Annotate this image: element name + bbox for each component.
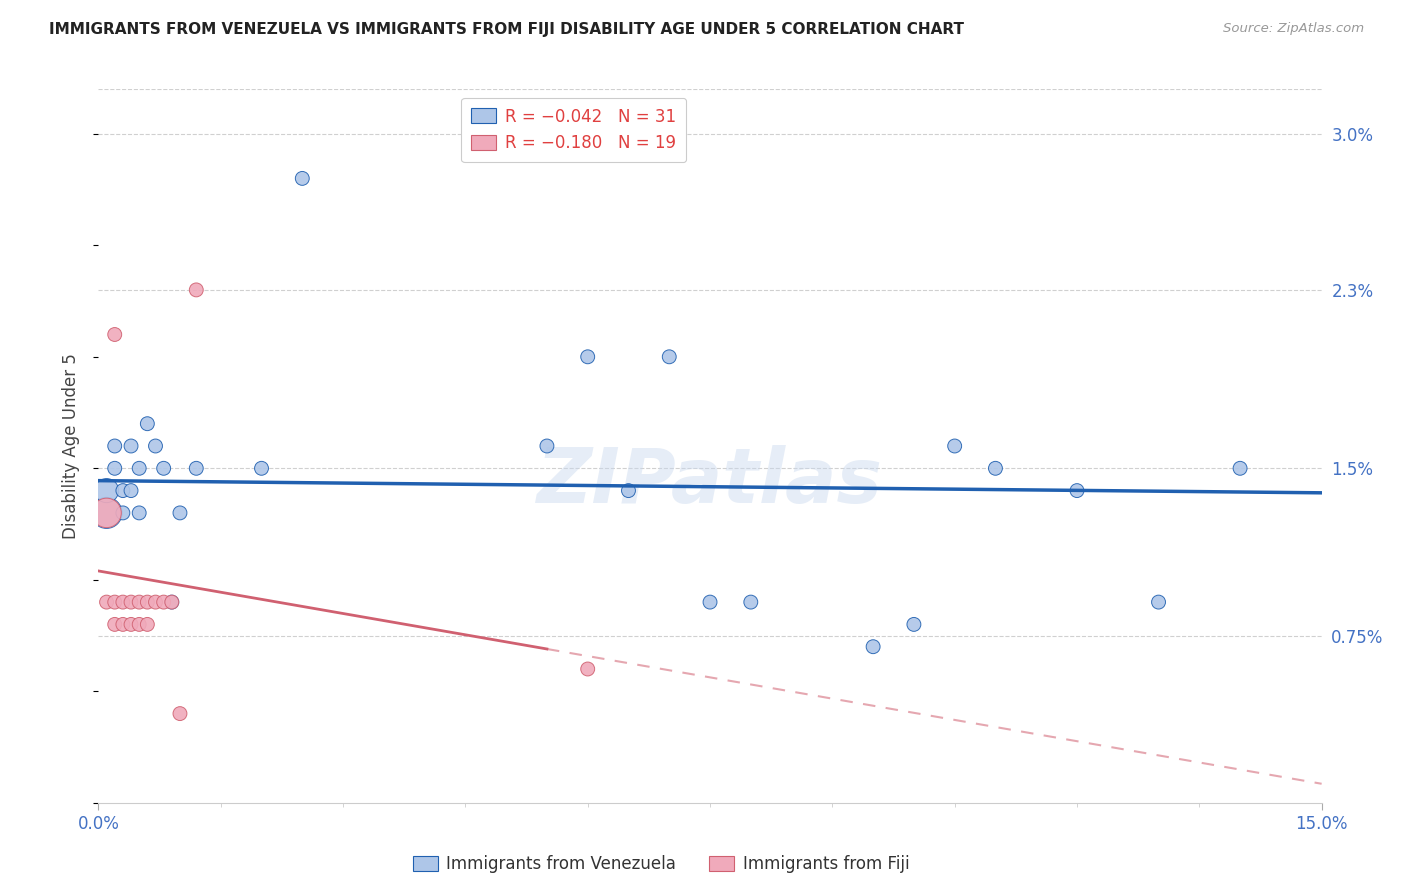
Point bbox=[136, 617, 159, 632]
Point bbox=[1147, 595, 1170, 609]
Point bbox=[152, 595, 174, 609]
Point bbox=[658, 350, 681, 364]
Point bbox=[186, 283, 208, 297]
Text: Source: ZipAtlas.com: Source: ZipAtlas.com bbox=[1223, 22, 1364, 36]
Point bbox=[1066, 483, 1088, 498]
Point bbox=[128, 506, 150, 520]
Point bbox=[160, 595, 183, 609]
Point bbox=[128, 617, 150, 632]
Point bbox=[984, 461, 1007, 475]
Point bbox=[104, 617, 127, 632]
Point bbox=[1229, 461, 1251, 475]
Point bbox=[862, 640, 884, 654]
Point bbox=[104, 439, 127, 453]
Point bbox=[136, 417, 159, 431]
Point bbox=[160, 595, 183, 609]
Point bbox=[96, 506, 118, 520]
Point bbox=[111, 506, 134, 520]
Point bbox=[740, 595, 762, 609]
Point bbox=[136, 595, 159, 609]
Point bbox=[699, 595, 721, 609]
Point bbox=[96, 595, 118, 609]
Point bbox=[128, 595, 150, 609]
Point bbox=[152, 461, 174, 475]
Point bbox=[111, 617, 134, 632]
Point bbox=[617, 483, 640, 498]
Point bbox=[536, 439, 558, 453]
Point bbox=[186, 461, 208, 475]
Text: ZIPatlas: ZIPatlas bbox=[537, 445, 883, 518]
Point bbox=[291, 171, 314, 186]
Point bbox=[120, 595, 142, 609]
Point bbox=[96, 483, 118, 498]
Point bbox=[903, 617, 925, 632]
Point bbox=[104, 595, 127, 609]
Point bbox=[250, 461, 273, 475]
Point bbox=[169, 506, 191, 520]
Point bbox=[104, 327, 127, 342]
Text: IMMIGRANTS FROM VENEZUELA VS IMMIGRANTS FROM FIJI DISABILITY AGE UNDER 5 CORRELA: IMMIGRANTS FROM VENEZUELA VS IMMIGRANTS … bbox=[49, 22, 965, 37]
Point bbox=[111, 595, 134, 609]
Point bbox=[96, 506, 118, 520]
Point bbox=[120, 439, 142, 453]
Point bbox=[145, 595, 167, 609]
Point bbox=[576, 350, 599, 364]
Point bbox=[128, 461, 150, 475]
Point bbox=[120, 483, 142, 498]
Point bbox=[120, 617, 142, 632]
Legend: Immigrants from Venezuela, Immigrants from Fiji: Immigrants from Venezuela, Immigrants fr… bbox=[406, 849, 917, 880]
Point bbox=[104, 461, 127, 475]
Point bbox=[145, 439, 167, 453]
Point bbox=[943, 439, 966, 453]
Y-axis label: Disability Age Under 5: Disability Age Under 5 bbox=[62, 353, 80, 539]
Point bbox=[169, 706, 191, 721]
Point bbox=[576, 662, 599, 676]
Point bbox=[111, 483, 134, 498]
